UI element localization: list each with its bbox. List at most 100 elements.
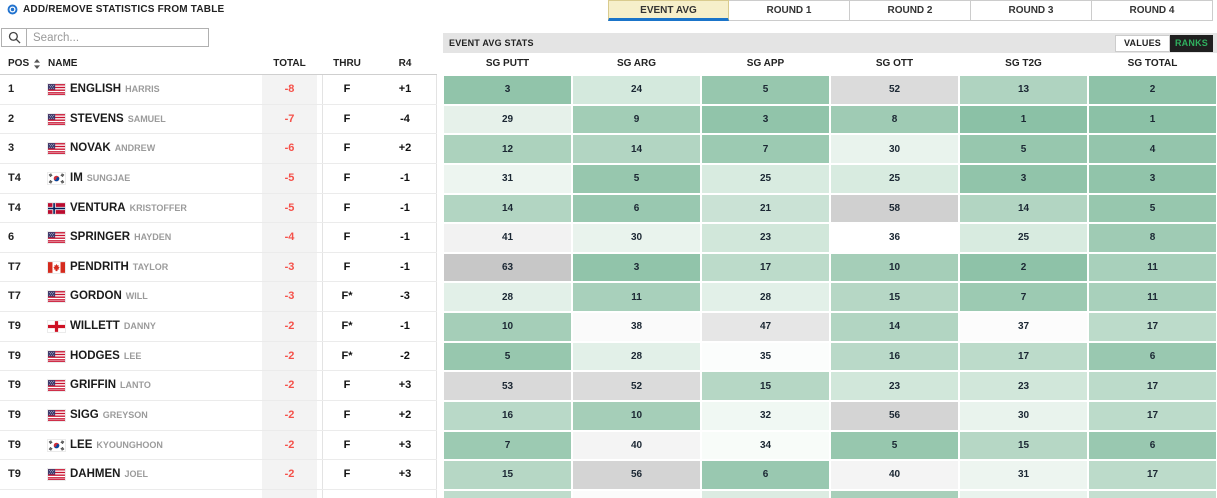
player-name: SIGG GREYSON (70, 408, 148, 421)
total-score: -2 (284, 438, 295, 451)
add-remove-stats-button[interactable]: ADD/REMOVE STATISTICS FROM TABLE (7, 4, 224, 15)
stat-column-header[interactable]: SG APP (746, 58, 785, 69)
table-row[interactable]: 1 ENGLISH HARRIS -8 F +1 3 24 5 52 13 2 (0, 75, 1217, 105)
tab-round-3[interactable]: ROUND 3 (971, 0, 1092, 21)
position: T7 (8, 290, 21, 303)
stat-column-header[interactable]: SG OTT (875, 58, 914, 69)
stat-rank-cell: 32 (702, 401, 829, 430)
stat-rank-cell: 17 (1089, 461, 1216, 489)
round4-score: -1 (400, 320, 410, 332)
table-row[interactable]: T9 WILLETT DANNY -2 F* -1 10 38 47 14 37 17 (0, 312, 1217, 342)
stat-rank-cell: 15 (960, 431, 1087, 460)
stat-rank-cell: 7 (960, 283, 1087, 311)
stat-rank-cell: 31 (960, 461, 1087, 489)
player-info: T9 HODGES LEE -2 F* -2 (0, 341, 437, 372)
search-input[interactable] (27, 29, 208, 46)
tab-event-avg[interactable]: EVENT AVG (608, 0, 729, 21)
stat-column-header[interactable]: SG TOTAL (1127, 58, 1178, 69)
round4-score: -1 (400, 231, 410, 244)
country-flag-icon (48, 232, 65, 243)
total-column-bg (262, 75, 317, 104)
tab-round-1[interactable]: ROUND 1 (729, 0, 850, 21)
stat-rank-cell: 7 (444, 431, 571, 460)
stat-rank-cell: 14 (573, 135, 700, 163)
table-row[interactable]: 3 NOVAK ANDREW -6 F +2 12 14 7 30 5 4 (0, 134, 1217, 164)
column-divider (436, 430, 437, 460)
tab-round-4[interactable]: ROUND 4 (1092, 0, 1213, 21)
player-info: 3 NOVAK ANDREW -6 F +2 (0, 134, 437, 164)
stat-rank-cell: 7 (702, 135, 829, 163)
column-divider (322, 371, 323, 400)
player-name: STEVENS SAMUEL (70, 112, 166, 125)
table-row[interactable]: T4 VENTURA KRISTOFFER -5 F -1 14 6 21 58 14 5 (0, 193, 1217, 224)
stat-cells: 41 30 23 36 25 8 (443, 223, 1217, 253)
thru-status: F (343, 408, 351, 421)
round4-score: +3 (398, 438, 412, 451)
r4-column-header[interactable]: R4 (398, 58, 412, 69)
table-row[interactable]: 2 STEVENS SAMUEL -7 F -4 29 9 3 8 1 1 (0, 104, 1217, 135)
table-row[interactable]: T9 LEE KYOUNGHOON -2 F +3 7 40 34 5 15 6 (0, 430, 1217, 461)
stat-rank-cell: 10 (831, 253, 958, 282)
total-column-header[interactable]: TOTAL (273, 58, 306, 69)
thru-status: F (343, 201, 351, 214)
ranks-toggle-button[interactable]: RANKS (1170, 34, 1213, 52)
stat-cells: 15 56 6 40 31 17 (443, 460, 1217, 490)
player-info: T9 WILLETT DANNY -2 F* -1 (0, 312, 437, 342)
stat-rank-cell: 17 (702, 253, 829, 282)
table-row[interactable]: T7 PENDRITH TAYLOR -3 F -1 63 3 17 10 2 11 (0, 252, 1217, 283)
table-row[interactable]: T9 HODGES LEE -2 F* -2 5 28 35 16 17 6 (0, 341, 1217, 372)
stat-rank-cell (702, 491, 829, 498)
stat-cells: 5 28 35 16 17 6 (443, 342, 1217, 372)
total-score: -3 (284, 290, 295, 303)
stat-rank-cell: 31 (444, 164, 571, 193)
table-row[interactable]: T7 GORDON WILL -3 F* -3 28 11 28 15 7 11 (0, 282, 1217, 312)
stat-rank-cell: 6 (702, 461, 829, 489)
stat-cells: 31 5 25 25 3 3 (443, 164, 1217, 194)
stat-rank-cell: 56 (831, 401, 958, 430)
stat-cells: 12 14 7 30 5 4 (443, 134, 1217, 164)
country-flag-icon (48, 261, 65, 273)
sort-icon[interactable] (33, 58, 41, 69)
table-row[interactable]: 6 SPRINGER HAYDEN -4 F -1 41 30 23 36 25 8 (0, 223, 1217, 253)
table-row[interactable]: T9 GRIFFIN LANTO -2 F +3 53 52 15 23 23 17 (0, 371, 1217, 401)
thru-column-header[interactable]: THRU (333, 58, 361, 69)
column-divider (322, 252, 323, 282)
stat-rank-cell: 5 (702, 76, 829, 104)
stat-column-header[interactable]: SG PUTT (485, 58, 530, 69)
tab-round-2[interactable]: ROUND 2 (850, 0, 971, 21)
total-column-bg (262, 104, 317, 134)
table-row[interactable]: T9 DAHMEN JOEL -2 F +3 15 56 6 40 31 17 (0, 460, 1217, 490)
stat-rank-cell: 38 (573, 313, 700, 341)
position: T9 (8, 379, 21, 392)
column-divider (322, 341, 323, 371)
table-row[interactable]: T4 IM SUNGJAE -5 F -1 31 5 25 25 3 3 (0, 163, 1217, 194)
table-row[interactable]: T9 SIGG GREYSON -2 F +2 16 10 32 56 30 17 (0, 400, 1217, 431)
thru-status: F (343, 468, 351, 481)
player-first-name: SAMUEL (127, 113, 166, 124)
column-divider (436, 341, 437, 371)
player-name: GORDON WILL (70, 290, 148, 303)
stat-column-header[interactable]: SG T2G (1005, 58, 1042, 69)
player-first-name: ANDREW (114, 143, 156, 154)
stat-rank-cell: 5 (831, 431, 958, 460)
stat-column-header[interactable]: SG ARG (616, 58, 657, 69)
stat-rank-cell: 63 (444, 253, 571, 282)
stat-rank-cell: 6 (1089, 431, 1216, 460)
stat-rank-cell: 17 (960, 342, 1087, 371)
position: 6 (8, 231, 15, 244)
player-info: 1 ENGLISH HARRIS -8 F +1 (0, 75, 437, 105)
stat-rank-cell: 53 (444, 372, 571, 400)
position: T4 (8, 201, 21, 214)
total-score: -5 (284, 201, 295, 214)
stat-rank-cell: 9 (573, 105, 700, 134)
stat-cells: 63 3 17 10 2 11 (443, 253, 1217, 283)
name-column-header[interactable]: NAME (48, 58, 78, 69)
pos-column-header[interactable]: POS (8, 58, 41, 69)
total-column-bg (262, 252, 317, 282)
round-tabs: EVENT AVG ROUND 1 ROUND 2 ROUND 3 ROUND 4 (608, 0, 1213, 21)
column-divider (436, 104, 437, 134)
player-first-name: GREYSON (102, 409, 148, 420)
stat-rank-cell: 8 (1089, 224, 1216, 252)
values-toggle-button[interactable]: VALUES (1115, 34, 1170, 52)
total-column-bg (262, 223, 317, 252)
